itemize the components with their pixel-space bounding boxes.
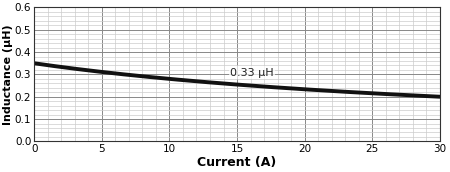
X-axis label: Current (A): Current (A) [198, 155, 277, 169]
Text: 0.33 μH: 0.33 μH [230, 68, 274, 78]
Y-axis label: Inductance (μH): Inductance (μH) [4, 24, 13, 125]
